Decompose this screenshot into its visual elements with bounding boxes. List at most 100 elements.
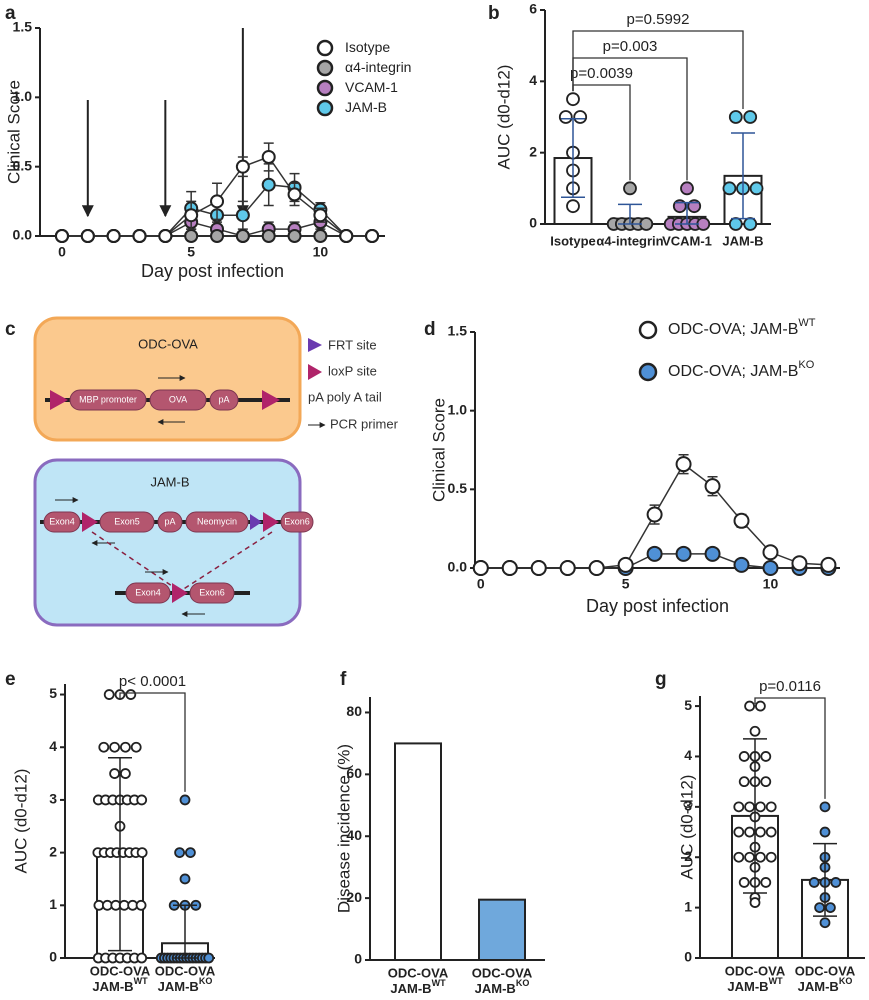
category-sup: KO: [199, 976, 213, 986]
point: [103, 689, 115, 700]
point: [675, 545, 692, 562]
x-tick-label: ODC-OVA: [725, 963, 786, 978]
legend-label: JAM-B: [345, 99, 387, 115]
point: [623, 181, 637, 196]
y-tick-label: 80: [346, 703, 362, 719]
point: [179, 873, 191, 885]
gene-part: [99, 511, 155, 533]
y-axis-label: AUC (d0-d12): [11, 769, 30, 874]
y-tick-label: 0.5: [448, 480, 468, 496]
point: [136, 847, 148, 859]
point: [760, 877, 772, 888]
p-value: p< 0.0001: [119, 673, 186, 690]
part-label: Neomycin: [197, 516, 237, 526]
point: [744, 700, 755, 712]
y-tick-label: 2: [684, 848, 692, 864]
category-sup: KO: [516, 978, 530, 988]
point: [819, 801, 831, 813]
gene-part: [125, 582, 171, 604]
point: [722, 181, 737, 196]
legend-marker: [638, 320, 658, 340]
legend-name: Isotype: [345, 39, 390, 55]
part-label: Exon4: [135, 587, 161, 597]
x-tick-label: 5: [622, 576, 630, 592]
legend-sup: WT: [798, 317, 815, 329]
point: [261, 149, 276, 164]
category-sup: WT: [769, 976, 783, 986]
panel-letter: b: [488, 3, 500, 24]
part-label: Exon4: [49, 516, 75, 526]
gene-part: [209, 389, 239, 411]
category-line: JAM-B: [158, 979, 199, 994]
loxp: [82, 512, 98, 532]
point: [365, 229, 380, 243]
point: [791, 555, 808, 572]
x-tick-label: ODC-OVA: [155, 963, 216, 978]
point: [760, 776, 772, 788]
point: [174, 847, 186, 859]
x-tick-label: JAM-BKO: [798, 976, 853, 994]
error-bar: [675, 201, 699, 225]
point: [675, 456, 692, 473]
y-tick-label: 0: [529, 215, 537, 231]
legend-marker: [316, 79, 334, 97]
panel-letter: f: [340, 669, 347, 690]
point: [106, 229, 121, 243]
legend-marker: [638, 362, 658, 382]
y-tick-label: 4: [684, 747, 692, 763]
category-sup: WT: [134, 976, 148, 986]
category-line: JAM-B: [390, 981, 431, 996]
point: [136, 794, 148, 806]
error-bar: [743, 738, 767, 894]
point: [617, 556, 634, 573]
point: [136, 952, 148, 964]
loxp: [263, 512, 279, 532]
x-tick-label: JAM-BKO: [475, 978, 530, 996]
point: [287, 187, 302, 202]
y-tick-label: 1.0: [448, 401, 468, 417]
p-value: p=0.0116: [759, 678, 821, 695]
loxp: [172, 583, 188, 603]
point: [235, 208, 250, 223]
y-tick-label: 0.0: [448, 559, 468, 575]
panel-letter: c: [5, 319, 16, 340]
point: [765, 851, 777, 863]
loxp-key: [308, 364, 322, 380]
p-value: p=0.003: [603, 38, 658, 55]
point: [819, 917, 831, 929]
panel-letter: e: [5, 669, 16, 690]
y-tick-label: 1.5: [13, 19, 33, 35]
significance-bracket: [754, 697, 826, 799]
point: [80, 229, 95, 243]
point: [744, 851, 755, 863]
point: [558, 110, 573, 124]
y-tick-label: 2: [529, 143, 537, 159]
point: [749, 181, 764, 196]
point: [743, 110, 758, 124]
y-tick-label: 4: [49, 738, 57, 754]
legend-text: PCR primer: [330, 416, 399, 431]
point: [733, 801, 745, 813]
point: [573, 110, 588, 124]
legend-text: pA poly A tail: [308, 389, 382, 404]
point: [501, 560, 518, 576]
point: [184, 208, 199, 223]
x-tick-label: 0: [58, 244, 66, 260]
jam-box: [33, 458, 302, 627]
point: [743, 217, 758, 231]
y-tick-label: 1.0: [13, 88, 33, 104]
p-value: p=0.5992: [627, 11, 690, 28]
point: [639, 217, 654, 231]
gene-part: [157, 511, 183, 533]
point: [738, 776, 750, 788]
point: [696, 217, 711, 231]
y-tick-label: 1.5: [448, 323, 468, 339]
legend-name: ODC-OVA; JAM-B: [668, 363, 798, 380]
point: [765, 826, 777, 838]
frt: [250, 514, 262, 530]
x-tick-label: 10: [313, 244, 329, 260]
legend-sup: KO: [798, 359, 814, 371]
category-line: JAM-B: [92, 979, 133, 994]
bar: [478, 898, 526, 962]
part-label: Exon6: [199, 587, 225, 597]
